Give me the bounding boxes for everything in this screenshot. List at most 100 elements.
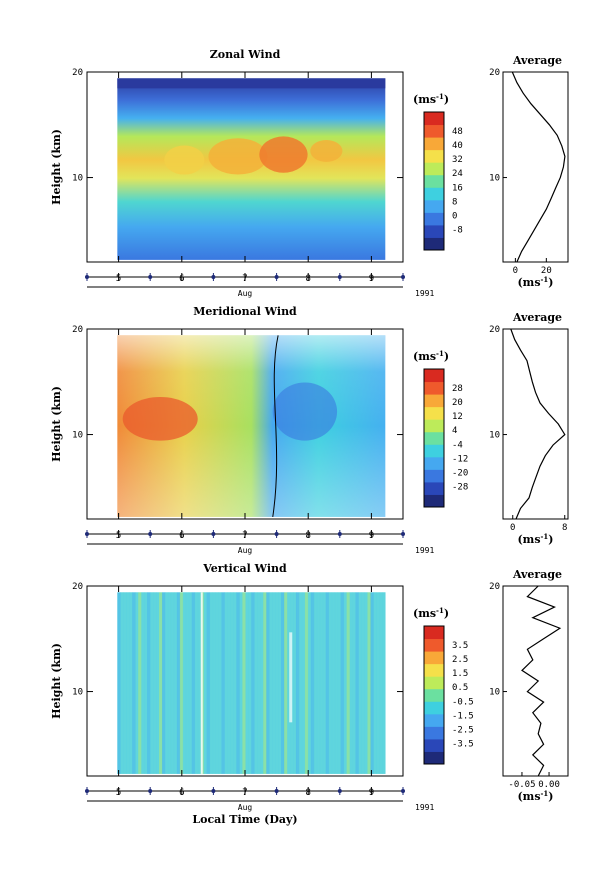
colorbar-frame (423, 625, 445, 765)
time-marker (274, 532, 279, 536)
wind-stripe (156, 592, 160, 774)
colorbar-bin (424, 174, 444, 188)
colorbar-bin (424, 481, 444, 495)
y-tick-label: 20 (72, 582, 83, 592)
wind-stripe (313, 592, 318, 774)
x-tick-label: 5 (116, 274, 121, 284)
colorbar-bin (424, 112, 444, 126)
wind-core (122, 397, 198, 441)
average-title: Average (512, 311, 562, 324)
wind-stripe (293, 592, 297, 774)
wind-stripe (147, 592, 151, 774)
colorbar-tick-label: -3.5 (452, 740, 474, 750)
colorbar-tick-label: -28 (452, 483, 468, 493)
wind-stripe (325, 592, 330, 774)
wind-stripe (135, 592, 139, 774)
wind-core (272, 382, 338, 441)
wind-stripe (129, 592, 133, 774)
wind-core (310, 140, 343, 162)
colorbar-tick-label: 32 (452, 155, 463, 165)
wind-stripe (287, 592, 291, 774)
wind-stripe (191, 592, 196, 774)
colorbar-bin (424, 638, 444, 652)
wind-stripe (352, 592, 356, 774)
wind-stripe (123, 592, 127, 774)
colorbar-tick-label: 3.5 (452, 641, 468, 651)
wind-stripe (185, 592, 190, 774)
wind-stripe (236, 592, 240, 774)
time-marker (274, 789, 279, 793)
colorbar-unit: (ms-1) (413, 92, 449, 106)
wind-stripe (370, 592, 374, 774)
wind-stripe (150, 592, 154, 774)
wind-stripe (310, 592, 315, 774)
wind-stripe (179, 592, 184, 774)
wind-stripe (322, 592, 327, 774)
panel-2: Meridional Wind 20 10 Height (km) 5 6 7 8 9 Aug 19… (50, 305, 569, 555)
x-tick-label: 8 (305, 531, 310, 541)
wind-stripe (239, 592, 243, 774)
colorbar-bin (424, 456, 444, 470)
wind-stripe (120, 592, 124, 774)
colorbar-tick-label: -12 (452, 454, 468, 464)
zero-contour (272, 335, 279, 517)
colorbar-bin (424, 419, 444, 433)
wind-stripe (373, 592, 377, 774)
wind-stripe (230, 592, 234, 774)
colorbar-frame (423, 111, 445, 251)
y-axis-label: Height (km) (50, 386, 63, 462)
x-tick-label: 6 (179, 531, 184, 541)
wind-stripe (260, 592, 264, 774)
colorbar-bin (424, 237, 444, 251)
wind-stripe (233, 592, 237, 774)
x-tick-label: 7 (242, 788, 247, 798)
x-tick-label: 5 (116, 531, 121, 541)
colorbar-tick-label: 16 (452, 183, 463, 193)
colorbar-bin (424, 224, 444, 238)
y-tick-label: 10 (72, 174, 83, 184)
average-x-tick-label: 20 (541, 266, 552, 276)
time-marker (211, 275, 216, 279)
wind-stripe (379, 592, 383, 774)
colorbar-tick-label: -20 (452, 469, 468, 479)
month-label: Aug (238, 803, 253, 812)
wind-stripe (272, 592, 276, 774)
wind-stripe (248, 592, 252, 774)
colorbar-tick-label: 8 (452, 197, 457, 207)
year-label: 1991 (415, 803, 434, 812)
wind-stripe (159, 592, 163, 774)
wind-stripe (343, 592, 347, 774)
time-marker (274, 275, 279, 279)
colorbar-tick-label: 24 (452, 169, 463, 179)
colorbar-bin (424, 394, 444, 408)
wind-stripe (173, 592, 178, 774)
colorbar-tick-label: -8 (452, 226, 463, 236)
wind-stripe (126, 592, 130, 774)
average-x-unit: (ms-1) (517, 789, 553, 803)
wind-stripe (364, 592, 368, 774)
wind-stripe (269, 592, 273, 774)
colorbar-bin (424, 187, 444, 201)
average-y-tick-label: 20 (489, 68, 500, 78)
average-frame (502, 328, 569, 520)
wind-stripe (197, 592, 202, 774)
x-tick-label: 9 (369, 531, 374, 541)
colorbar-bin (424, 369, 444, 383)
wind-stripe (358, 592, 362, 774)
wind-stripe (316, 592, 321, 774)
average-x-tick-label: -0.05 (508, 780, 535, 790)
wind-stripe (221, 592, 225, 774)
colorbar-bin (424, 751, 444, 765)
time-marker (148, 789, 153, 793)
wind-stripe (117, 592, 121, 774)
colorbar-tick-label: 2.5 (452, 655, 468, 665)
colorbar-bin (424, 663, 444, 677)
wind-stripe (266, 592, 270, 774)
y-axis-label: Height (km) (50, 129, 63, 205)
time-marker (401, 532, 405, 536)
colorbar-tick-label: -4 (452, 440, 463, 450)
wind-stripe (167, 592, 172, 774)
colorbar-bin (424, 494, 444, 508)
wind-stripe (182, 592, 187, 774)
colorbar-bin (424, 149, 444, 163)
